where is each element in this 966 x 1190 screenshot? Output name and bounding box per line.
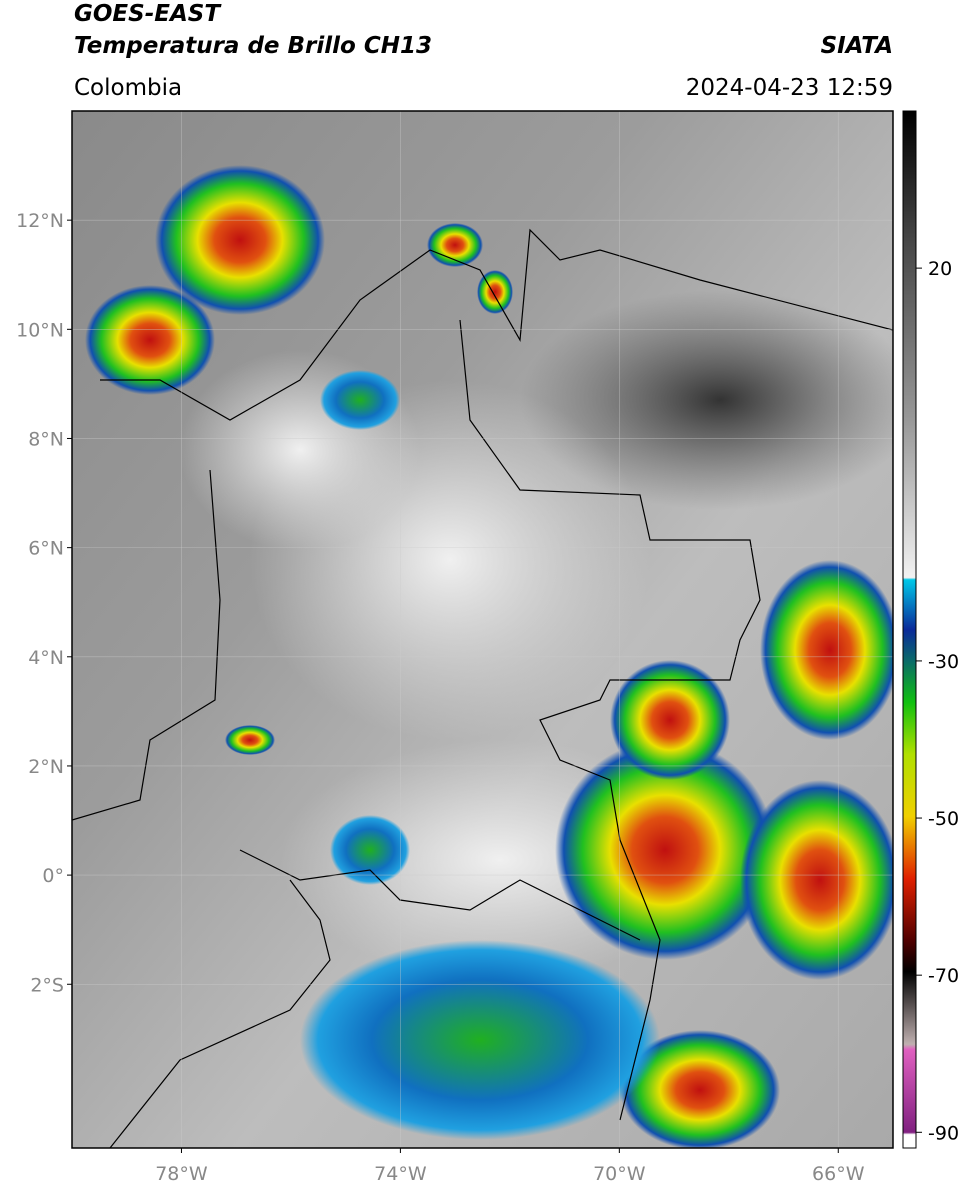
y-tick-label: 10°N [16,319,64,341]
y-tick-label: 6°N [28,538,64,560]
y-tick-label: 4°N [28,647,64,669]
y-tick-label: 0° [42,865,64,887]
graticule [72,111,893,1148]
source: SIATA [821,33,893,59]
title-line-2: Temperatura de Brillo CH13 [74,33,432,59]
x-tick-label: 66°W [812,1163,865,1185]
y-tick-label: 2°N [28,756,64,778]
y-tick-label: 12°N [16,210,64,232]
x-tick-label: 74°W [374,1163,427,1185]
colorbar-tick-label: -50 [928,808,959,830]
colorbar [902,110,917,1149]
region: Colombia [74,75,182,101]
title-line-1: GOES-EAST [74,1,222,27]
x-tick-label: 70°W [593,1163,646,1185]
colorbar-tick-label: -70 [928,965,959,987]
colorbar-tick-label: -30 [928,651,959,673]
x-tick-label: 78°W [155,1163,208,1185]
colorbar-tick-label: 20 [928,258,952,280]
colorbar-tick-label: -90 [928,1122,959,1144]
y-tick-label: 2°S [30,974,64,996]
y-tick-label: 8°N [28,428,64,450]
map-frame [71,110,894,1149]
timestamp: 2024-04-23 12:59 [686,75,893,101]
satellite-image [72,111,893,1148]
